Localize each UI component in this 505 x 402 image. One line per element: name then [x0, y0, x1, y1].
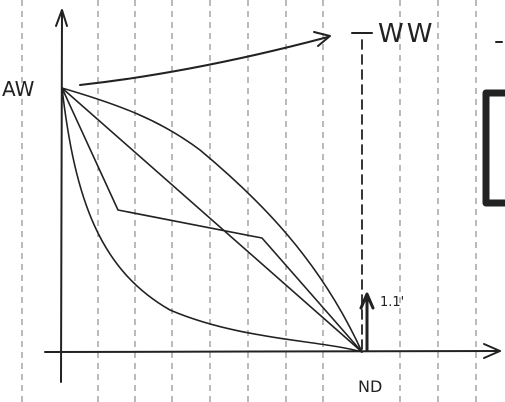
small-arrow [359, 292, 375, 352]
bracket [482, 89, 505, 207]
y-axis-label: AW [2, 77, 35, 101]
top-label: WW [378, 19, 435, 49]
arrow [79, 36, 329, 86]
x-axis-label: ND [358, 377, 382, 396]
graph-paper [21, 0, 477, 402]
arrow-head [313, 31, 331, 47]
curves [61, 87, 363, 353]
note: 1.1' [380, 295, 404, 310]
axes [44, 9, 501, 383]
